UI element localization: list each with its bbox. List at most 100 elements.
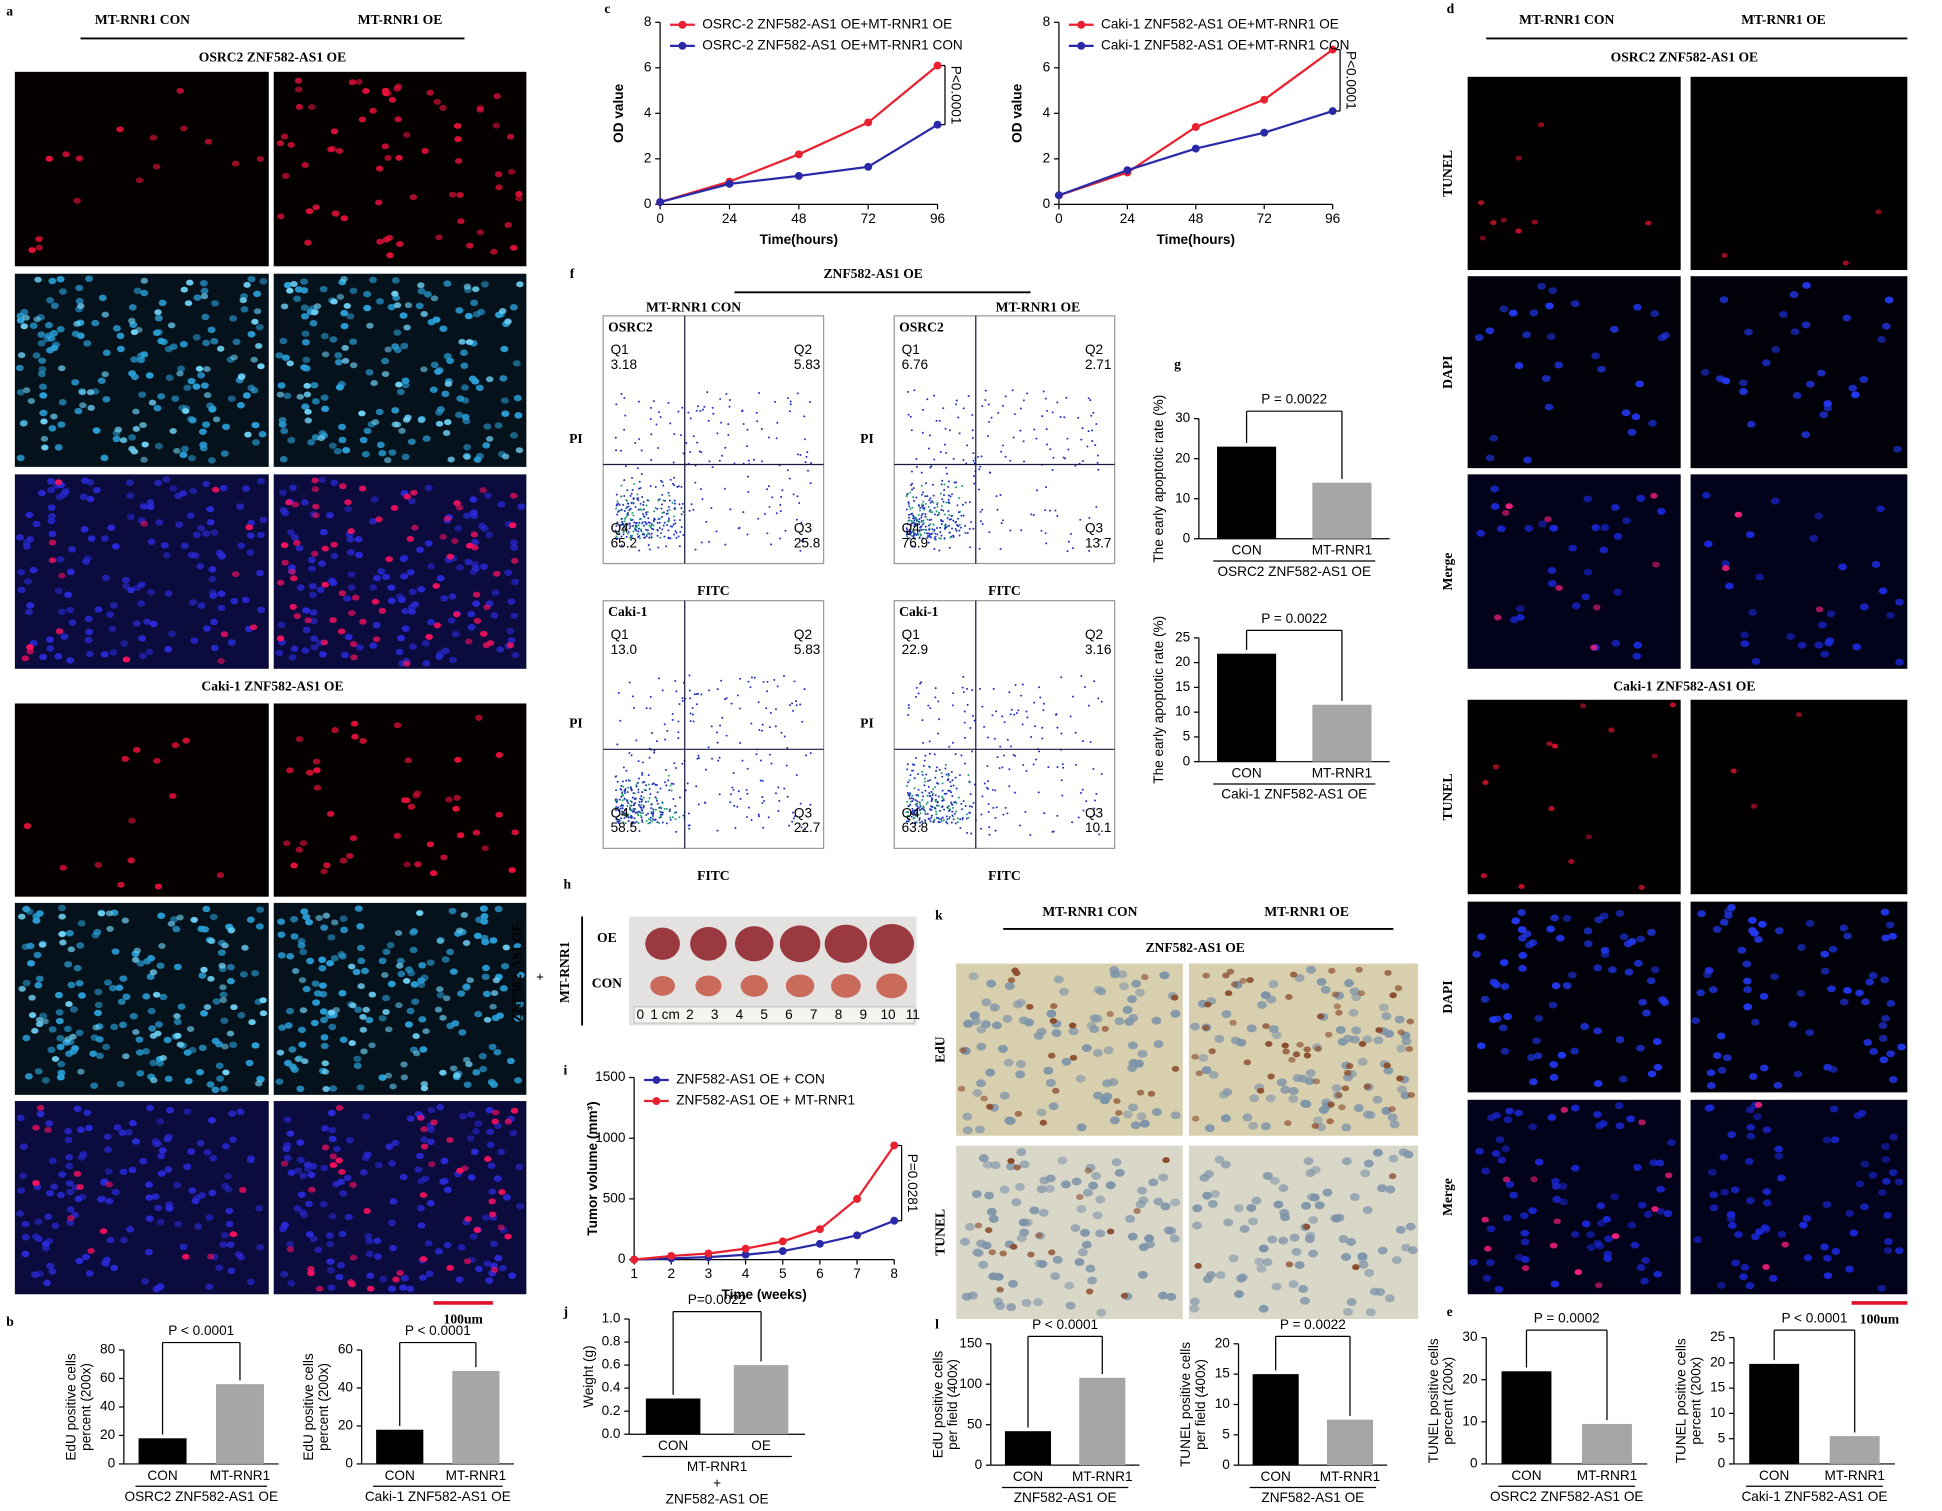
event xyxy=(658,521,661,524)
cell xyxy=(1478,200,1485,206)
event xyxy=(922,519,925,522)
row-label: EdU xyxy=(932,1036,947,1063)
event xyxy=(679,530,682,533)
event xyxy=(924,512,927,515)
event xyxy=(1021,723,1024,726)
cell xyxy=(339,483,347,490)
event xyxy=(1060,676,1063,679)
cell xyxy=(1618,1075,1628,1083)
event xyxy=(909,803,912,806)
cell xyxy=(511,557,519,564)
cell xyxy=(1547,566,1557,574)
cell xyxy=(61,488,70,495)
cell xyxy=(1816,369,1826,377)
cell xyxy=(515,190,523,197)
cell xyxy=(349,1181,357,1188)
cell xyxy=(1289,1233,1300,1242)
event xyxy=(642,503,645,506)
event xyxy=(800,826,803,829)
event xyxy=(1074,731,1077,734)
cell xyxy=(463,283,472,290)
cell xyxy=(69,1006,78,1013)
event xyxy=(665,822,668,825)
cell xyxy=(466,977,474,984)
cell xyxy=(1265,1040,1273,1047)
cell xyxy=(1888,1076,1898,1083)
cell xyxy=(166,1106,175,1114)
event xyxy=(920,471,923,474)
cell xyxy=(369,642,378,649)
cell xyxy=(458,338,466,345)
cell xyxy=(297,1191,306,1198)
cell xyxy=(400,797,409,804)
event xyxy=(672,461,675,464)
event xyxy=(660,503,663,506)
legend-label: ZNF582-AS1 OE + CON xyxy=(676,1072,825,1087)
event xyxy=(631,488,634,491)
cell xyxy=(453,794,461,801)
event xyxy=(907,814,910,817)
cell xyxy=(1189,1022,1200,1031)
cell xyxy=(441,1177,450,1185)
cell xyxy=(1751,1233,1760,1241)
cell xyxy=(1138,1196,1149,1205)
cell xyxy=(329,617,337,624)
cell xyxy=(1306,1192,1317,1201)
cell xyxy=(183,1163,192,1171)
cell xyxy=(286,529,295,536)
event xyxy=(941,816,944,819)
event xyxy=(631,821,634,824)
cell xyxy=(1364,1268,1375,1277)
event xyxy=(674,767,677,769)
cell xyxy=(43,1279,52,1287)
event xyxy=(620,535,623,538)
event xyxy=(624,465,627,468)
cell xyxy=(229,1136,237,1143)
event xyxy=(906,768,909,771)
cell xyxy=(1615,1122,1625,1130)
cell xyxy=(439,325,448,332)
cell xyxy=(339,1190,348,1197)
cell xyxy=(173,1013,181,1020)
y-tick-label: 0 xyxy=(644,196,652,211)
cell xyxy=(982,1160,993,1169)
event xyxy=(910,815,913,818)
event xyxy=(1004,455,1007,458)
cell xyxy=(330,919,339,926)
cell xyxy=(417,585,426,593)
event xyxy=(687,812,690,815)
cell xyxy=(1570,1164,1580,1172)
cell xyxy=(310,550,319,557)
cell xyxy=(487,1162,496,1169)
event xyxy=(995,495,998,498)
quadrant-name: Q4 xyxy=(611,520,630,535)
cell xyxy=(198,1192,207,1199)
cell xyxy=(311,980,320,987)
event xyxy=(943,443,946,446)
cell xyxy=(16,317,25,324)
data-point xyxy=(853,1194,862,1203)
cell xyxy=(465,638,473,645)
event xyxy=(681,699,684,702)
cell xyxy=(1633,303,1642,311)
cell xyxy=(406,1285,415,1293)
cell xyxy=(1653,1063,1663,1071)
cell xyxy=(1888,1169,1898,1177)
cell xyxy=(259,1010,268,1017)
event xyxy=(1056,814,1059,817)
cell xyxy=(239,971,248,978)
event xyxy=(626,489,629,492)
y-tick-label: 100 xyxy=(959,1376,982,1391)
y-tick-label: 25 xyxy=(1175,629,1190,644)
event xyxy=(941,782,944,785)
cell xyxy=(1242,1113,1253,1122)
quadrant-name: Q2 xyxy=(794,342,812,357)
cell xyxy=(207,457,216,464)
cell xyxy=(137,356,146,364)
event xyxy=(962,407,965,410)
event xyxy=(673,515,675,518)
event xyxy=(627,530,630,533)
cell xyxy=(1078,1248,1088,1257)
event xyxy=(618,820,621,823)
cell xyxy=(990,1161,1001,1170)
